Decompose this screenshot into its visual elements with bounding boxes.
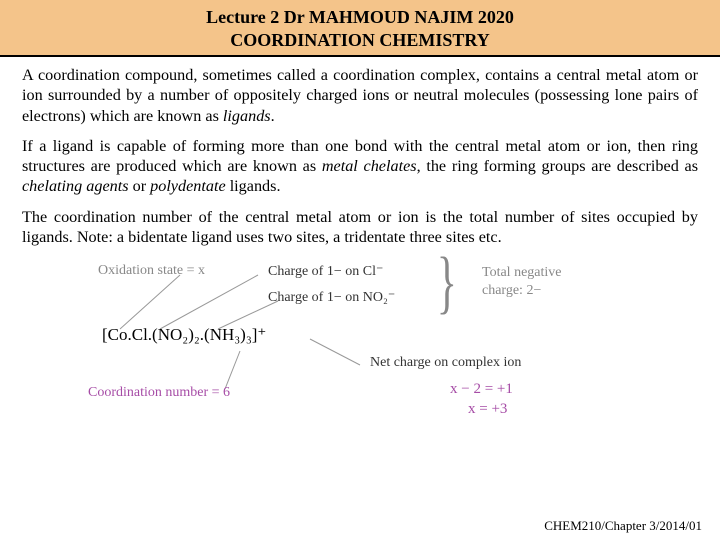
equation-1: x − 2 = +1 — [450, 381, 513, 398]
p2-italic-3: polydentate — [150, 177, 226, 195]
footer-text: CHEM210/Chapter 3/2014/01 — [544, 518, 702, 534]
oxidation-state-label: Oxidation state = x — [98, 263, 205, 279]
p1-text-b: . — [271, 107, 275, 125]
title-line-1: Lecture 2 Dr MAHMOUD NAJIM 2020 — [0, 6, 720, 29]
content-area: A coordination compound, sometimes calle… — [0, 57, 720, 427]
p2-italic-1: metal chelates — [322, 157, 417, 175]
total-neg-b: charge: 2− — [482, 283, 541, 299]
p2-italic-2: chelating agents — [22, 177, 129, 195]
total-neg-a: Total negative — [482, 265, 562, 281]
net-charge-label: Net charge on complex ion — [370, 355, 521, 371]
brace-left-icon: } — [437, 251, 457, 314]
title-line-2: COORDINATION CHEMISTRY — [0, 29, 720, 52]
paragraph-1: A coordination compound, sometimes calle… — [22, 65, 698, 126]
title-band: Lecture 2 Dr MAHMOUD NAJIM 2020 COORDINA… — [0, 0, 720, 57]
charge-cl-label: Charge of 1− on Cl⁻ — [268, 263, 383, 280]
p1-text-a: A coordination compound, sometimes calle… — [22, 66, 698, 125]
complex-formula: [Co.Cl.(NO₂)₂.(NH₃)₃]⁺ — [102, 325, 266, 345]
paragraph-2: If a ligand is capable of forming more t… — [22, 136, 698, 197]
coordination-number-label: Coordination number = 6 — [88, 385, 230, 401]
chemistry-figure: Oxidation state = x Charge of 1− on Cl⁻ … — [50, 257, 670, 427]
p2-text-c: or — [129, 177, 151, 195]
p2-text-d: ligands. — [226, 177, 281, 195]
p1-italic-1: ligands — [223, 107, 271, 125]
equation-2: x = +3 — [468, 401, 507, 418]
p2-text-b: , the ring forming groups are described … — [417, 157, 698, 175]
paragraph-3: The coordination number of the central m… — [22, 207, 698, 248]
charge-no2-label: Charge of 1− on NO₂⁻ — [268, 289, 395, 306]
